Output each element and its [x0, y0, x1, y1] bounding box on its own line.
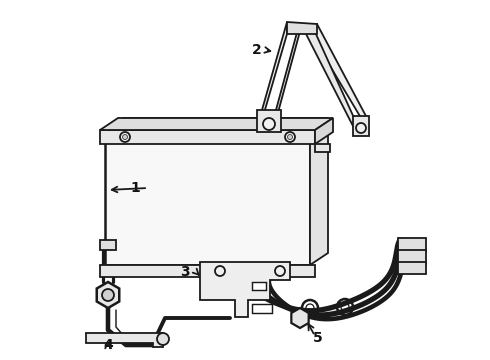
- Polygon shape: [262, 22, 287, 120]
- Bar: [252, 304, 272, 313]
- Bar: [100, 240, 116, 250]
- Polygon shape: [315, 118, 333, 144]
- Circle shape: [120, 132, 130, 142]
- Polygon shape: [100, 130, 315, 144]
- Text: 5: 5: [313, 331, 323, 345]
- Polygon shape: [305, 24, 367, 128]
- Polygon shape: [200, 262, 290, 317]
- Circle shape: [356, 123, 366, 133]
- Bar: [398, 238, 426, 252]
- Circle shape: [102, 289, 114, 301]
- Polygon shape: [105, 118, 328, 130]
- Circle shape: [285, 132, 295, 142]
- Text: 3: 3: [180, 265, 190, 279]
- Polygon shape: [292, 308, 309, 328]
- Polygon shape: [287, 22, 317, 34]
- Polygon shape: [97, 282, 119, 308]
- Circle shape: [275, 266, 285, 276]
- Bar: [398, 250, 426, 264]
- Circle shape: [288, 135, 293, 140]
- Text: 2: 2: [252, 43, 262, 57]
- Text: 4: 4: [103, 338, 113, 352]
- Polygon shape: [257, 110, 281, 132]
- Polygon shape: [310, 118, 328, 265]
- Circle shape: [157, 333, 169, 345]
- Bar: [252, 282, 266, 290]
- Polygon shape: [305, 32, 355, 130]
- Polygon shape: [105, 130, 310, 265]
- Circle shape: [122, 135, 127, 140]
- Polygon shape: [276, 25, 299, 120]
- Polygon shape: [100, 118, 333, 130]
- Text: 1: 1: [130, 181, 140, 195]
- Circle shape: [263, 118, 275, 130]
- Polygon shape: [86, 333, 163, 347]
- Polygon shape: [353, 116, 369, 136]
- Polygon shape: [315, 144, 330, 152]
- Polygon shape: [100, 265, 315, 277]
- Bar: [398, 262, 426, 274]
- Circle shape: [215, 266, 225, 276]
